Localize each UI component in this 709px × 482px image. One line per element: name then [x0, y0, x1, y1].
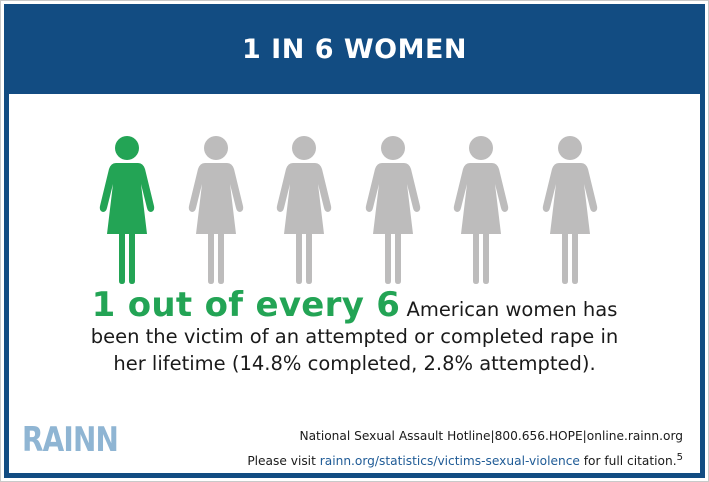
rainn-logo: RAINN — [22, 420, 119, 460]
woman-figure-icon — [453, 136, 509, 284]
footer: National Sexual Assault Hotline|800.656.… — [247, 425, 683, 472]
figure-row — [95, 136, 625, 284]
statistic-text: 1 out of every 6 American women has been… — [0, 288, 709, 377]
woman-figure — [95, 136, 159, 284]
citation-link[interactable]: rainn.org/statistics/victims-sexual-viol… — [319, 454, 580, 468]
citation-line: Please visit rainn.org/statistics/victim… — [247, 447, 683, 472]
content-card — [4, 94, 705, 478]
header-banner: 1 IN 6 WOMEN — [4, 4, 705, 94]
woman-figure-icon — [365, 136, 420, 284]
woman-figure — [361, 136, 425, 284]
hotline-line: National Sexual Assault Hotline|800.656.… — [299, 429, 683, 443]
woman-figure — [272, 136, 336, 284]
woman-figure-icon — [188, 136, 243, 284]
statistic-highlight: 1 out of every 6 — [91, 285, 401, 325]
page-title: 1 IN 6 WOMEN — [241, 33, 468, 65]
statistic-line1: American women has — [400, 298, 618, 321]
citation-suffix: for full citation. — [579, 454, 677, 468]
woman-figure — [184, 136, 248, 284]
woman-figure — [538, 136, 602, 284]
woman-figure-icon — [99, 136, 155, 284]
woman-figure-icon — [276, 136, 332, 284]
citation-prefix: Please visit — [247, 454, 320, 468]
statistic-line2: been the victim of an attempted or compl… — [90, 325, 619, 348]
statistic-line3: her lifetime (14.8% completed, 2.8% atte… — [113, 352, 596, 375]
woman-figure-icon — [542, 136, 597, 284]
footnote-marker: 5 — [676, 452, 683, 463]
woman-figure — [449, 136, 513, 284]
